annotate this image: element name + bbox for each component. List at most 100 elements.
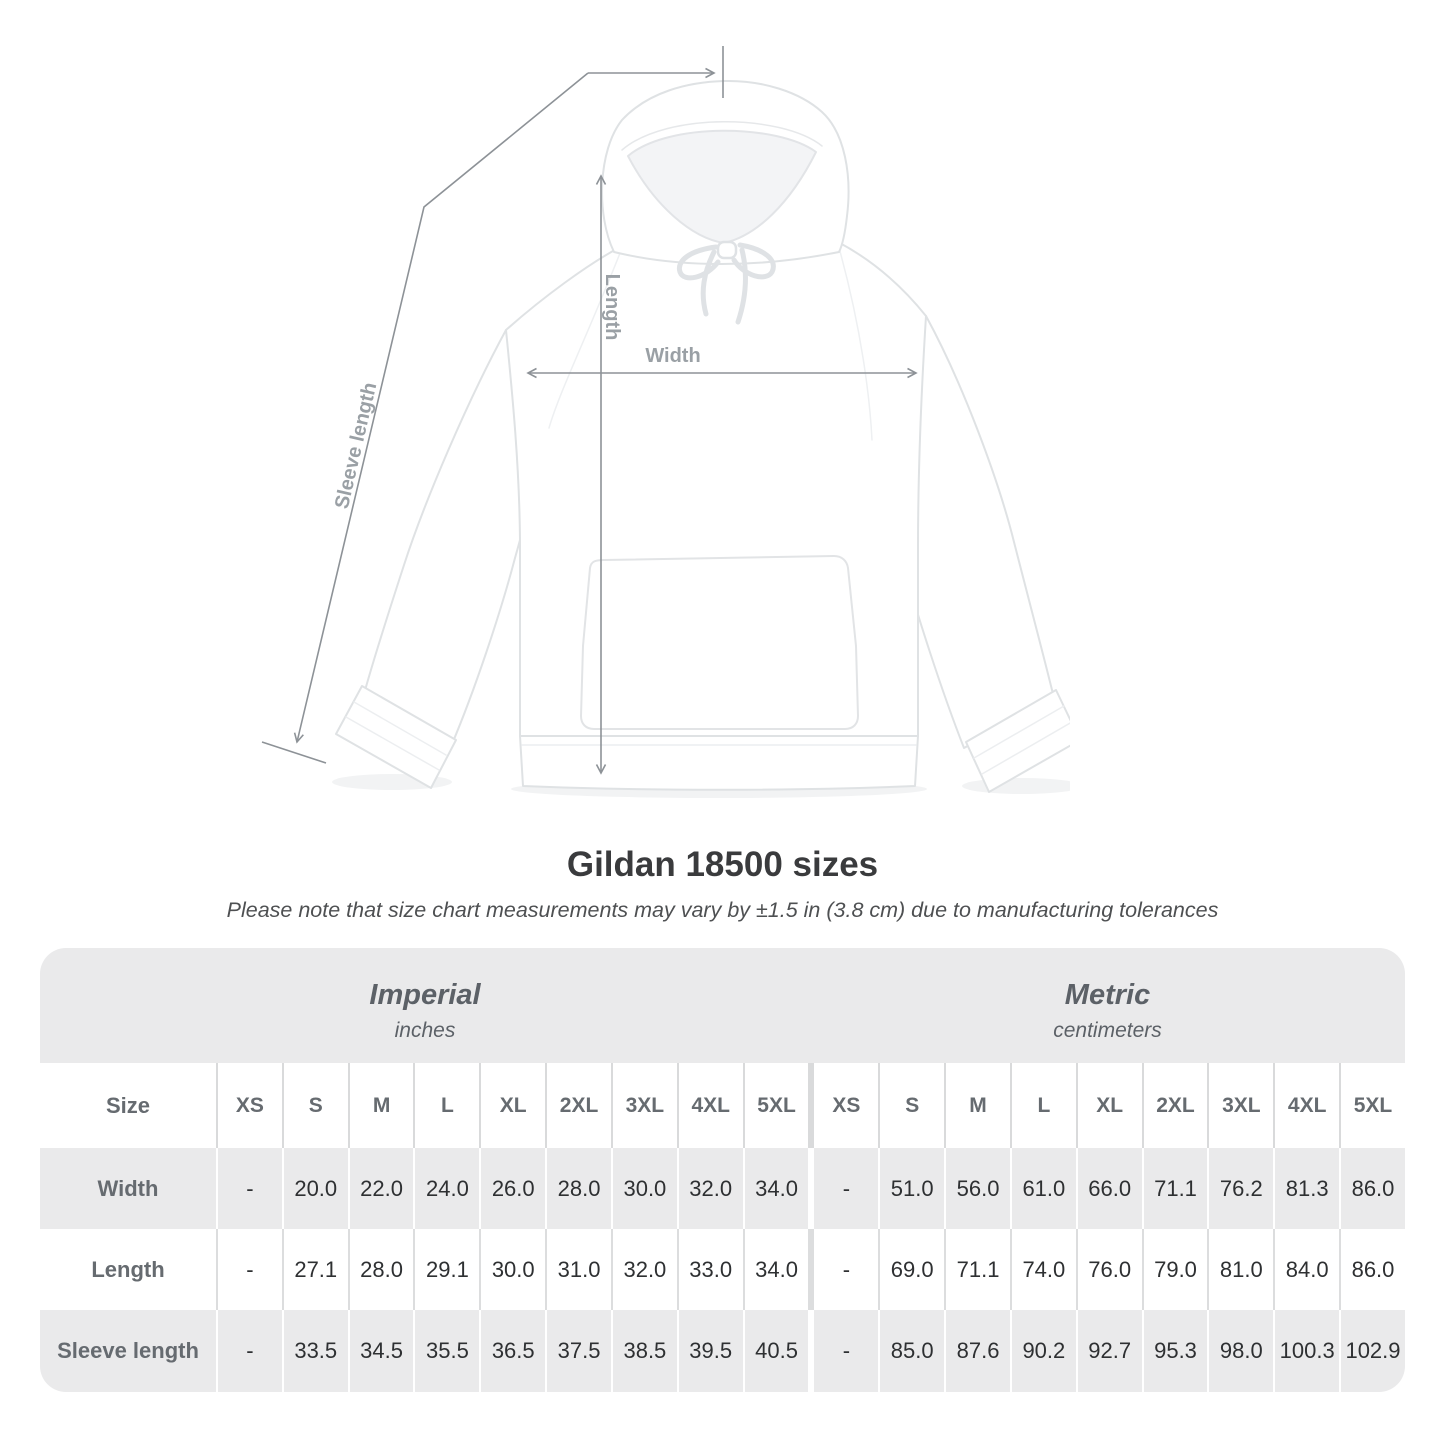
size-value: 38.5	[610, 1310, 677, 1392]
size-value: 69.0	[878, 1229, 944, 1310]
size-value: -	[216, 1310, 282, 1392]
size-value: 79.0	[1141, 1229, 1208, 1310]
size-value: 71.1	[1141, 1148, 1208, 1229]
hem-band	[519, 735, 919, 791]
col-header: XS	[216, 1063, 282, 1148]
size-value: 81.3	[1273, 1148, 1339, 1229]
imperial-section-header: Imperial inches	[40, 948, 810, 1063]
size-value: 74.0	[1009, 1229, 1076, 1310]
size-value: 20.0	[281, 1148, 348, 1229]
metric-section-header: Metric centimeters	[810, 948, 1405, 1063]
size-value: 95.3	[1141, 1310, 1208, 1392]
size-value: 61.0	[1009, 1148, 1076, 1229]
size-value: -	[216, 1229, 282, 1310]
size-value: 22.0	[347, 1148, 414, 1229]
col-header: 5XL	[1339, 1063, 1405, 1148]
size-value: -	[808, 1229, 878, 1310]
table-row-sleeve-length: Sleeve length - 33.5 34.5 35.5 36.5 37.5…	[40, 1310, 1405, 1392]
sleeve-length-arrow	[293, 72, 589, 744]
size-value: 102.9	[1339, 1310, 1405, 1392]
size-value: 28.0	[545, 1148, 611, 1229]
size-value: 29.1	[413, 1229, 479, 1310]
size-value: 98.0	[1207, 1310, 1273, 1392]
col-header: XS	[808, 1063, 878, 1148]
left-cuff-ribs	[345, 701, 447, 771]
imperial-title: Imperial	[369, 978, 481, 1011]
hoodie-measurement-diagram: Width Length Sleeve length	[261, 46, 1070, 798]
size-value: 36.5	[479, 1310, 545, 1392]
col-header: 2XL	[1141, 1063, 1208, 1148]
armhole-seams	[548, 243, 873, 441]
col-header: XL	[479, 1063, 545, 1148]
size-value: 37.5	[545, 1310, 611, 1392]
size-value: 27.1	[281, 1229, 348, 1310]
unit-header-band: Imperial inches Metric centimeters	[40, 948, 1405, 1063]
size-value: -	[808, 1148, 878, 1229]
size-value: 90.2	[1009, 1310, 1076, 1392]
size-value: 92.7	[1075, 1310, 1142, 1392]
size-value: 86.0	[1339, 1148, 1405, 1229]
size-value: 30.0	[479, 1229, 545, 1310]
col-header: M	[944, 1063, 1010, 1148]
hood-opening	[627, 129, 817, 244]
size-value: 71.1	[944, 1229, 1010, 1310]
size-value: 34.0	[742, 1148, 809, 1229]
row-label: Length	[91, 1256, 165, 1282]
size-value: 39.5	[676, 1310, 743, 1392]
size-value: 32.0	[610, 1229, 677, 1310]
size-value: 84.0	[1273, 1229, 1339, 1310]
metric-unit: centimeters	[1053, 1018, 1162, 1042]
page-title: Gildan 18500 sizes	[566, 845, 879, 884]
size-value: 34.5	[347, 1310, 414, 1392]
size-value: 33.5	[281, 1310, 348, 1392]
hoodie-illustration	[332, 79, 1070, 798]
size-value: 81.0	[1207, 1229, 1273, 1310]
size-table: Imperial inches Metric centimeters Size …	[40, 948, 1405, 1392]
size-value: -	[216, 1148, 282, 1229]
sleeve-length-label: Sleeve length	[331, 380, 381, 511]
size-value: 86.0	[1339, 1229, 1405, 1310]
size-value: -	[808, 1310, 878, 1392]
width-label: Width	[645, 345, 700, 367]
col-header: L	[1009, 1063, 1076, 1148]
col-header: S	[281, 1063, 348, 1148]
row-label: Width	[97, 1175, 159, 1201]
table-row-length: Length - 27.1 28.0 29.1 30.0 31.0 32.0 3…	[40, 1229, 1405, 1310]
size-value: 87.6	[944, 1310, 1010, 1392]
drawstrings	[676, 240, 776, 325]
size-value: 28.0	[347, 1229, 414, 1310]
col-header: 4XL	[1273, 1063, 1339, 1148]
right-cuff-ribs	[973, 705, 1070, 775]
size-value: 100.3	[1273, 1310, 1339, 1392]
table-row-width: Width - 20.0 22.0 24.0 26.0 28.0 30.0 32…	[40, 1148, 1405, 1229]
size-value: 51.0	[878, 1148, 944, 1229]
col-header: 3XL	[610, 1063, 677, 1148]
right-cuff	[965, 689, 1070, 793]
size-value: 76.0	[1075, 1229, 1142, 1310]
column-header-row: Size XS S M L XL 2XL 3XL 4XL 5XL XS S M …	[40, 1063, 1405, 1148]
size-value: 31.0	[545, 1229, 611, 1310]
size-value: 56.0	[944, 1148, 1010, 1229]
size-value: 66.0	[1075, 1148, 1142, 1229]
size-value: 24.0	[413, 1148, 479, 1229]
measurement-annotations	[261, 46, 918, 775]
col-header: 3XL	[1207, 1063, 1273, 1148]
hoodie-shadow	[962, 778, 1070, 794]
col-header: 5XL	[742, 1063, 809, 1148]
size-value: 34.0	[742, 1229, 809, 1310]
col-header: S	[878, 1063, 944, 1148]
size-value: 26.0	[479, 1148, 545, 1229]
size-value: 32.0	[676, 1148, 743, 1229]
size-value: 85.0	[878, 1310, 944, 1392]
metric-title: Metric	[1064, 978, 1151, 1011]
row-label: Sleeve length	[57, 1338, 199, 1363]
col-header: XL	[1075, 1063, 1142, 1148]
col-header: 2XL	[545, 1063, 611, 1148]
tolerance-note: Please note that size chart measurements…	[226, 898, 1219, 922]
hood-trim	[621, 121, 823, 151]
size-value: 33.0	[676, 1229, 743, 1310]
length-label: Length	[601, 274, 623, 341]
col-header: M	[347, 1063, 414, 1148]
drawstring-knot	[716, 240, 738, 260]
